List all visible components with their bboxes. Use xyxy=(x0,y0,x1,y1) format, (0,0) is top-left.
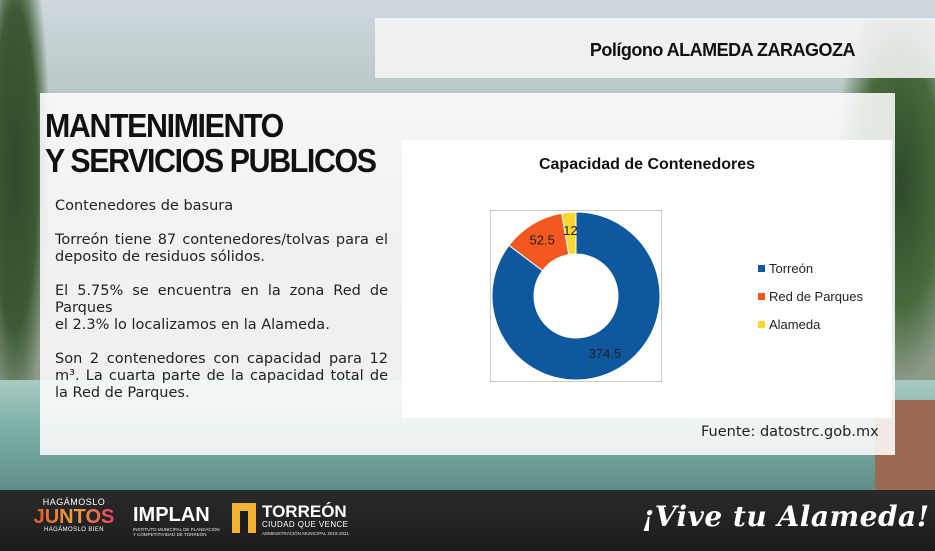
legend-label-torreon: Torreón xyxy=(769,260,814,276)
paragraph-percentages: El 5.75% se encuentra en la zona Red de … xyxy=(55,283,388,334)
logo3-tagline: CIUDAD QUE VENCE xyxy=(262,520,349,529)
legend-swatch-red-parques xyxy=(758,292,765,300)
source-note: Fuente: datostrc.gob.mx xyxy=(701,424,879,440)
legend-item-alameda: Alameda xyxy=(758,316,863,332)
paragraph-heading: Contenedores de basura xyxy=(55,198,234,214)
data-label-red-parques: 52.5 xyxy=(530,232,555,247)
body-text: Contenedores de basura Torreón tiene 87 … xyxy=(55,198,388,419)
legend-swatch-torreon xyxy=(758,264,765,272)
implan-logo: IMPLAN INSTITUTO MUNICIPAL DE PLANEACIÓN… xyxy=(133,505,223,537)
chart-legend: Torreón Red de Parques Alameda xyxy=(758,260,863,344)
chart-title: Capacidad de Contenedores xyxy=(538,156,756,173)
slogan: ¡Vive tu Alameda! xyxy=(642,500,930,533)
legend-item-torreon: Torreón xyxy=(758,260,863,276)
logo1-top-text: HAGÁMOSLO xyxy=(42,497,106,507)
data-label-torreon: 374.5 xyxy=(589,346,622,361)
section-title: MANTENIMIENTO Y SERVICIOS PUBLICOS xyxy=(45,107,377,179)
donut-chart: 374.5 52.5 12 xyxy=(491,211,661,381)
header-banner: Polígono ALAMEDA ZARAGOZA xyxy=(375,18,935,78)
polygon-title: Polígono ALAMEDA ZARAGOZA xyxy=(589,40,856,60)
logo2-main-text: IMPLAN xyxy=(133,504,210,526)
paragraph-capacity: Son 2 contenedores con capacidad para 12… xyxy=(55,351,388,401)
percent-red-parques: El 5.75% se encuentra en la zona Red de … xyxy=(55,283,388,316)
percent-alameda: el 2.3% lo localizamos en la Alameda. xyxy=(55,317,330,333)
logo3-main-text: TORREÓN xyxy=(262,502,347,521)
torreon-mark-icon xyxy=(232,503,256,533)
paragraph-containers: Torreón tiene 87 contenedores/tolvas par… xyxy=(55,232,388,265)
legend-label-alameda: Alameda xyxy=(769,316,821,332)
torreon-logo: TORREÓN CIUDAD QUE VENCE ADMINISTRACIÓN … xyxy=(232,503,349,536)
footer-bar xyxy=(0,490,935,551)
slice-torreon xyxy=(491,211,661,381)
chart-card: Capacidad de Contenedores 374.5 52.5 12 To… xyxy=(402,140,892,418)
logo1-bottom-text: HAGÁMOSLO BIEN xyxy=(44,527,104,533)
section-title-line1: MANTENIMIENTO xyxy=(45,107,284,144)
logo1-main-text: JUNTOS xyxy=(28,507,120,527)
logo3-sub-text: ADMINISTRACIÓN MUNICIPAL 2019-2021 xyxy=(262,531,350,536)
plot-frame xyxy=(490,210,662,382)
legend-item-red-parques: Red de Parques xyxy=(758,288,863,304)
data-label-alameda: 12 xyxy=(563,223,577,238)
section-title-line2: Y SERVICIOS PUBLICOS xyxy=(45,142,377,179)
legend-label-red-parques: Red de Parques xyxy=(769,288,863,304)
slice-alameda xyxy=(561,211,577,256)
torreon-logo-text: TORREÓN CIUDAD QUE VENCE ADMINISTRACIÓN … xyxy=(262,503,349,536)
hagamoslo-juntos-logo: HAGÁMOSLO JUNTOS HAGÁMOSLO BIEN xyxy=(28,497,120,533)
legend-swatch-alameda xyxy=(758,320,765,328)
logo2-sub-text: INSTITUTO MUNICIPAL DE PLANEACIÓN Y COMP… xyxy=(133,527,220,537)
